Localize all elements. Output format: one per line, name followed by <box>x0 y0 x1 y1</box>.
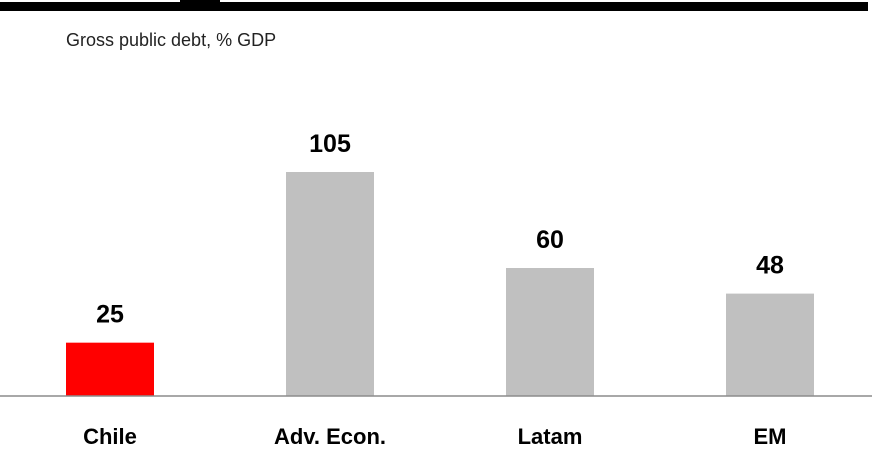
chart-subtitle: Gross public debt, % GDP <box>66 30 277 50</box>
category-label-latam: Latam <box>518 424 583 449</box>
category-label-chile: Chile <box>83 424 137 449</box>
bar-latam <box>506 268 594 396</box>
bar-em <box>726 293 814 396</box>
data-label-chile: 25 <box>96 301 124 329</box>
top-rule <box>0 2 868 11</box>
data-label-latam: 60 <box>536 226 564 254</box>
heading-fragment <box>180 0 220 4</box>
bar-adv-econ <box>286 172 374 396</box>
category-label-adv-econ: Adv. Econ. <box>274 424 386 449</box>
bar-chile <box>66 342 154 396</box>
data-label-em: 48 <box>756 252 784 280</box>
data-label-adv-econ: 105 <box>309 130 351 158</box>
category-label-em: EM <box>754 424 787 449</box>
